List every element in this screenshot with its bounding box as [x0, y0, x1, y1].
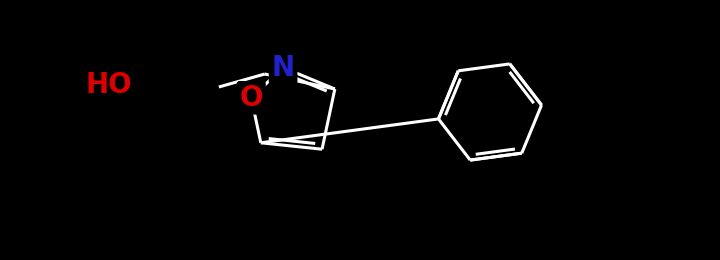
Text: N: N: [271, 54, 294, 82]
Text: O: O: [240, 84, 263, 112]
Text: HO: HO: [85, 71, 132, 99]
